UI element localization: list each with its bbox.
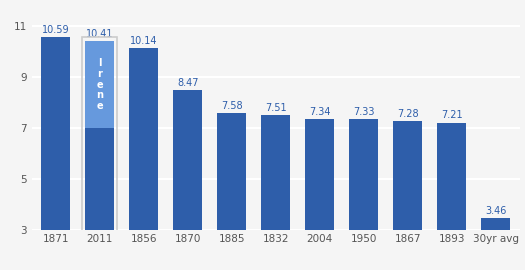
Text: 7.51: 7.51 bbox=[265, 103, 287, 113]
Text: 7.58: 7.58 bbox=[221, 101, 243, 111]
Bar bbox=[261, 115, 290, 230]
Text: 7.33: 7.33 bbox=[353, 107, 374, 117]
Bar bbox=[306, 119, 334, 230]
Bar bbox=[349, 119, 378, 230]
Bar bbox=[173, 90, 202, 230]
Bar bbox=[481, 218, 510, 230]
Bar bbox=[86, 41, 114, 128]
Text: 7.21: 7.21 bbox=[441, 110, 463, 120]
Bar bbox=[393, 121, 422, 230]
Bar bbox=[41, 37, 70, 230]
Text: 3.46: 3.46 bbox=[485, 206, 506, 216]
Bar bbox=[437, 123, 466, 230]
Bar bbox=[217, 113, 246, 230]
Bar bbox=[86, 128, 114, 230]
Text: 10.59: 10.59 bbox=[42, 25, 69, 35]
Text: 7.28: 7.28 bbox=[397, 109, 418, 119]
Text: 8.47: 8.47 bbox=[177, 79, 198, 89]
Text: I
r
e
n
e: I r e n e bbox=[96, 58, 103, 111]
Text: 7.34: 7.34 bbox=[309, 107, 330, 117]
Text: 10.41: 10.41 bbox=[86, 29, 113, 39]
Text: 10.14: 10.14 bbox=[130, 36, 158, 46]
Bar bbox=[129, 48, 158, 229]
